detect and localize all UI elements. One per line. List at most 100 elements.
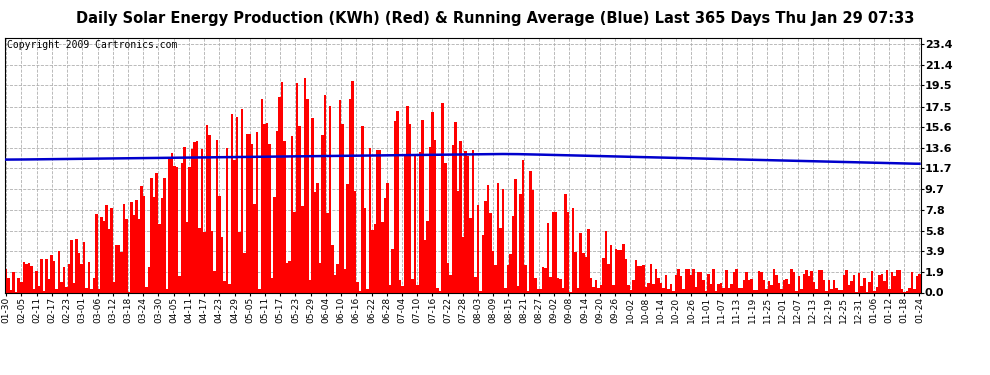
Bar — [610, 246, 612, 292]
Bar — [434, 140, 437, 292]
Bar — [260, 99, 263, 292]
Bar — [845, 270, 848, 292]
Bar — [412, 279, 414, 292]
Bar — [13, 273, 15, 292]
Bar — [522, 160, 525, 292]
Bar — [778, 283, 780, 292]
Bar — [123, 204, 126, 292]
Bar — [57, 251, 60, 292]
Bar — [246, 135, 248, 292]
Bar — [708, 274, 710, 292]
Bar — [77, 254, 80, 292]
Bar — [175, 166, 178, 292]
Bar — [878, 275, 880, 292]
Bar — [70, 240, 72, 292]
Bar — [785, 279, 788, 292]
Bar — [579, 233, 582, 292]
Bar — [386, 183, 389, 292]
Bar — [775, 274, 778, 292]
Bar — [703, 280, 705, 292]
Bar — [389, 285, 391, 292]
Bar — [476, 205, 479, 292]
Bar — [551, 212, 554, 292]
Bar — [358, 291, 361, 292]
Bar — [821, 270, 823, 292]
Bar — [223, 281, 226, 292]
Bar — [525, 266, 527, 292]
Bar — [520, 194, 522, 292]
Bar — [150, 178, 153, 292]
Bar — [564, 194, 567, 292]
Bar — [422, 120, 424, 292]
Bar — [291, 136, 293, 292]
Bar — [309, 280, 311, 292]
Bar — [379, 150, 381, 292]
Bar — [180, 163, 183, 292]
Bar — [5, 269, 8, 292]
Bar — [18, 278, 20, 292]
Bar — [8, 278, 10, 292]
Bar — [90, 289, 93, 292]
Bar — [512, 216, 514, 292]
Bar — [456, 191, 459, 292]
Bar — [146, 287, 148, 292]
Bar — [442, 104, 444, 292]
Bar — [858, 273, 860, 292]
Bar — [720, 283, 723, 292]
Bar — [100, 217, 103, 292]
Bar — [730, 284, 733, 292]
Bar — [728, 288, 730, 292]
Bar — [226, 148, 229, 292]
Bar — [735, 268, 738, 292]
Bar — [494, 265, 497, 292]
Bar — [805, 270, 808, 292]
Bar — [649, 264, 652, 292]
Bar — [55, 289, 57, 292]
Bar — [479, 291, 482, 292]
Bar — [306, 99, 309, 292]
Bar — [131, 202, 133, 292]
Bar — [582, 253, 584, 292]
Bar — [633, 279, 635, 292]
Bar — [546, 224, 549, 292]
Bar — [891, 272, 893, 292]
Bar — [527, 291, 530, 292]
Bar — [133, 215, 136, 292]
Bar — [444, 163, 446, 292]
Bar — [738, 288, 741, 292]
Bar — [559, 279, 562, 292]
Bar — [406, 105, 409, 292]
Bar — [464, 151, 466, 292]
Bar — [535, 278, 537, 292]
Bar — [381, 222, 384, 292]
Bar — [489, 213, 492, 292]
Bar — [507, 265, 509, 292]
Bar — [896, 270, 898, 292]
Bar — [206, 125, 208, 292]
Bar — [916, 276, 918, 292]
Bar — [798, 276, 800, 292]
Bar — [248, 134, 250, 292]
Bar — [873, 291, 875, 292]
Bar — [755, 290, 757, 292]
Bar — [612, 285, 615, 292]
Bar — [635, 260, 638, 292]
Bar — [710, 284, 713, 292]
Bar — [241, 109, 244, 292]
Bar — [60, 282, 62, 292]
Bar — [93, 278, 95, 292]
Bar — [542, 267, 545, 292]
Bar — [682, 289, 685, 292]
Bar — [750, 279, 752, 292]
Bar — [326, 213, 329, 292]
Bar — [319, 263, 321, 292]
Bar — [459, 141, 461, 292]
Bar — [572, 208, 574, 292]
Bar — [697, 272, 700, 292]
Bar — [185, 222, 188, 292]
Bar — [517, 286, 520, 292]
Bar — [311, 118, 314, 292]
Bar — [670, 284, 672, 292]
Bar — [155, 173, 158, 292]
Bar — [293, 212, 296, 292]
